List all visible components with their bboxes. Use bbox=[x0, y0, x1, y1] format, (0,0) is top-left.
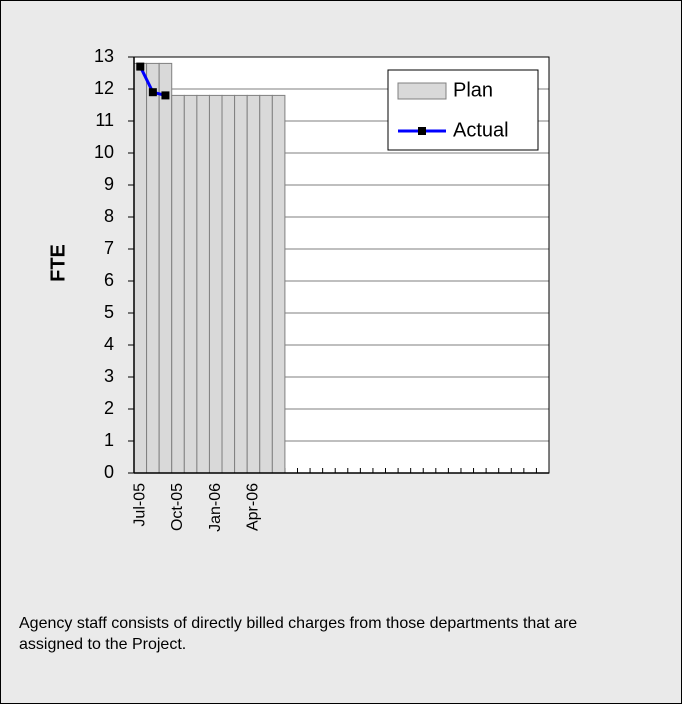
x-tick-label: Jan-06 bbox=[207, 483, 224, 532]
y-tick-label: 4 bbox=[104, 334, 114, 354]
y-tick-label: 6 bbox=[104, 270, 114, 290]
marker bbox=[161, 91, 170, 100]
y-tick-label: 5 bbox=[104, 302, 114, 322]
y-tick-label: 3 bbox=[104, 366, 114, 386]
bar bbox=[246, 94, 261, 474]
note: Agency staff consists of directly billed… bbox=[19, 615, 578, 653]
legend-marker bbox=[418, 127, 426, 135]
bar bbox=[171, 94, 185, 474]
y-tick-label: 0 bbox=[104, 462, 114, 482]
x-tick-label: Oct-05 bbox=[169, 483, 186, 531]
y-tick-label: 7 bbox=[104, 238, 114, 258]
y-tick-label: 10 bbox=[94, 142, 114, 162]
y-tick-label: 13 bbox=[94, 46, 114, 66]
bar bbox=[208, 94, 223, 474]
y-tick-label: 11 bbox=[95, 110, 114, 130]
bar bbox=[196, 94, 210, 474]
bar bbox=[158, 62, 173, 474]
y-tick-label: 2 bbox=[104, 398, 114, 418]
y-tick-label: 1 bbox=[104, 430, 114, 450]
y-axis-label: FTE bbox=[47, 244, 69, 282]
marker bbox=[148, 88, 157, 97]
y-tick-label: 12 bbox=[94, 78, 114, 98]
bar bbox=[183, 94, 198, 474]
y-tick-label: 8 bbox=[104, 206, 114, 226]
bar bbox=[146, 62, 160, 474]
bar bbox=[234, 94, 248, 474]
legend: Plan Actual bbox=[387, 69, 539, 151]
y-tick-label: 9 bbox=[104, 174, 114, 194]
bar bbox=[221, 94, 236, 474]
legend-label: Plan bbox=[453, 79, 493, 101]
bar bbox=[271, 94, 286, 474]
bar bbox=[133, 62, 148, 474]
legend-swatch bbox=[397, 82, 447, 100]
legend-label: Actual bbox=[453, 119, 509, 141]
x-tick-label: Jul-05 bbox=[132, 483, 149, 527]
bar bbox=[259, 94, 273, 474]
marker bbox=[136, 62, 145, 71]
x-tick-label: Apr-06 bbox=[245, 483, 262, 531]
